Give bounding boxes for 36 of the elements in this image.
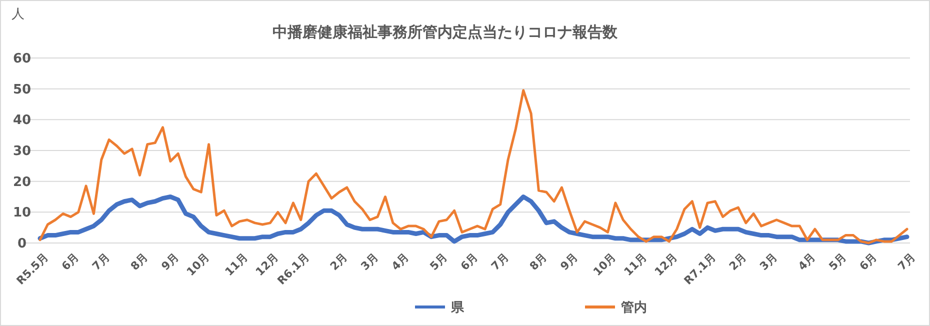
x-tick-label: 4月 (389, 250, 412, 274)
chart-title: 中播磨健康福祉事務所管内定点当たりコロナ報告数 (272, 23, 618, 41)
y-tick-label: 60 (12, 52, 32, 67)
x-tick-label: 11月 (222, 250, 250, 278)
x-tick-label: 2月 (328, 250, 350, 274)
y-tick-label: 30 (12, 144, 32, 160)
x-tick-label: 2月 (726, 250, 750, 274)
x-tick-label: 3月 (757, 250, 780, 274)
x-tick-label: 3月 (358, 250, 381, 274)
x-tick-label: 8月 (128, 250, 151, 274)
legend-label: 管内 (620, 300, 647, 316)
y-tick-label: 10 (12, 206, 32, 221)
x-tick-label: 8月 (527, 250, 550, 274)
legend-label: 県 (450, 300, 465, 316)
x-tick-label: 11月 (622, 250, 650, 278)
y-tick-label: 20 (12, 174, 32, 190)
y-tick-label: 50 (12, 82, 32, 98)
x-tick-label: 6月 (458, 250, 481, 274)
x-tick-label: 5月 (826, 250, 849, 274)
y-tick-label: 40 (12, 113, 32, 128)
y-axis-title: 人 (12, 7, 24, 22)
x-tick-label: 9月 (158, 250, 182, 274)
x-tick-label: 7月 (90, 250, 112, 274)
y-tick-label: 0 (17, 236, 27, 252)
x-tick-label: 6月 (857, 250, 880, 274)
x-tick-label: 10月 (590, 250, 619, 278)
x-tick-label: 7月 (895, 250, 918, 274)
line-series (38, 194, 910, 246)
x-tick-label: 10月 (184, 250, 212, 278)
x-tick-label: 12月 (652, 250, 680, 278)
x-tick-label: 7月 (488, 250, 512, 274)
x-tick-label: 6月 (59, 250, 82, 274)
x-tick-label: 5月 (427, 250, 450, 274)
x-tick-label: 9月 (558, 250, 580, 274)
x-tick-label: 4月 (796, 250, 818, 274)
line-series (38, 89, 908, 244)
